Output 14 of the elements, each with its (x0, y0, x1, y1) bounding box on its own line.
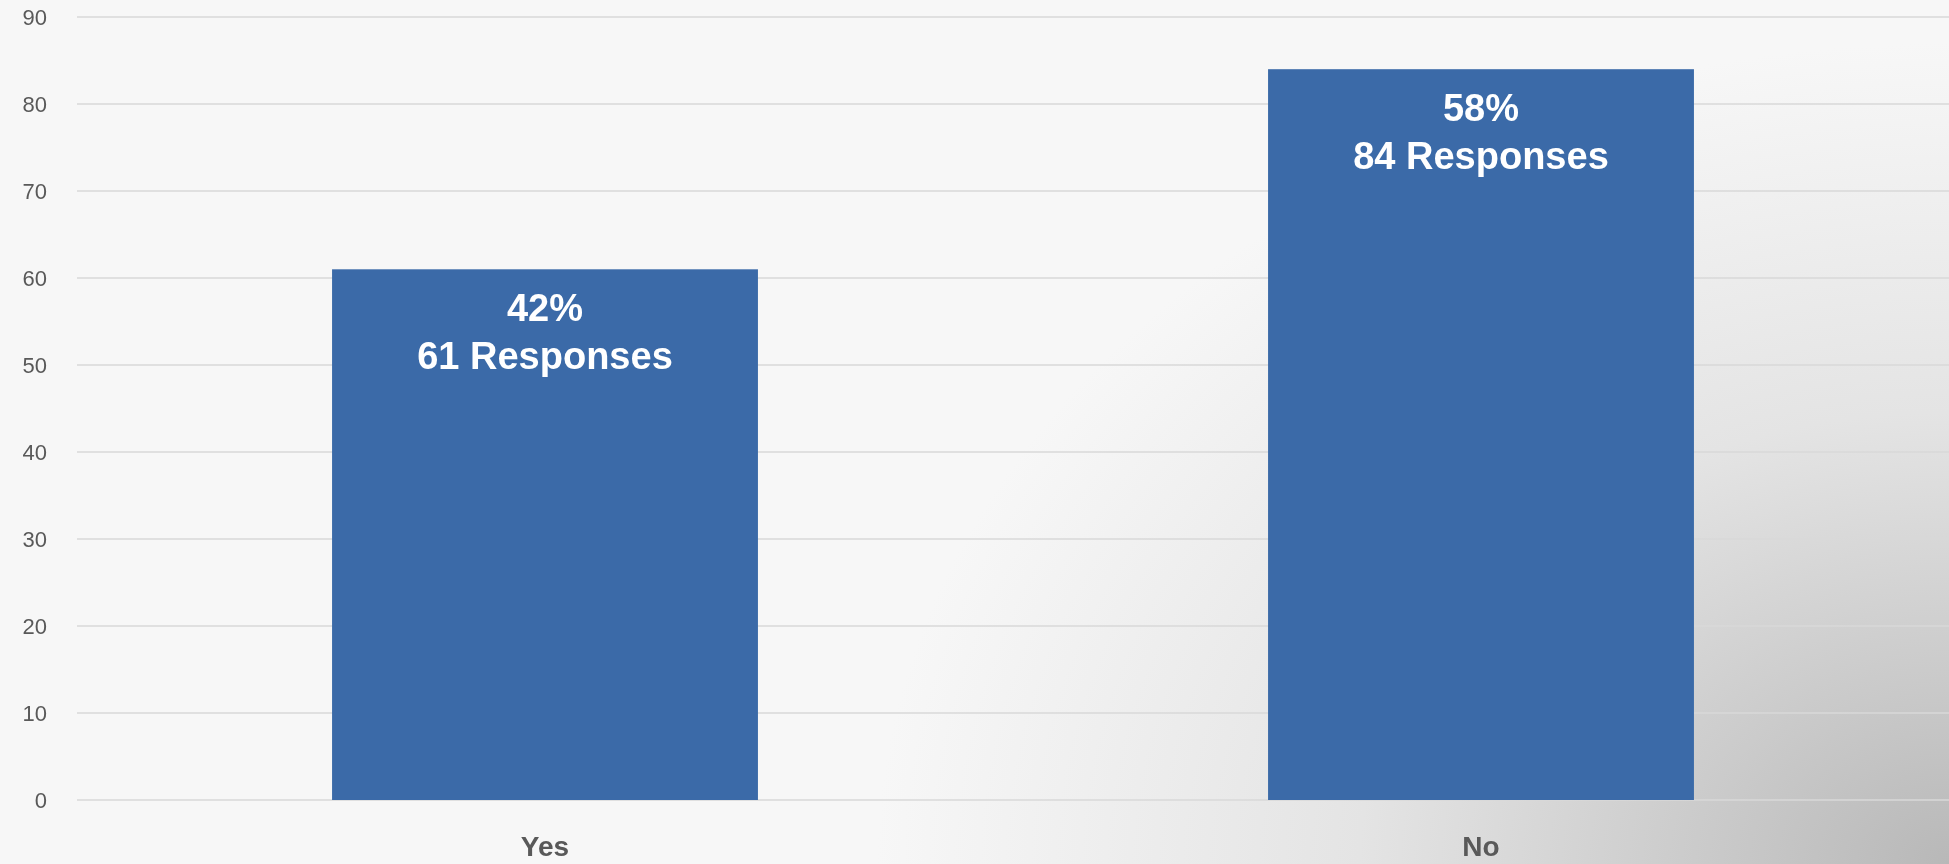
x-tick-label: Yes (520, 831, 570, 862)
y-tick-label: 40 (22, 439, 47, 465)
data-label: 58% 84 Responses (1353, 87, 1609, 178)
y-tick-label: 50 (22, 352, 47, 378)
y-tick-label: 80 (22, 91, 47, 117)
y-tick-label: 70 (22, 178, 47, 204)
x-tick-label: No (1462, 831, 1500, 862)
y-tick-label: 0 (34, 787, 47, 813)
y-tick-label: 10 (22, 700, 47, 726)
y-tick-label: 90 (22, 4, 47, 30)
data-label: 42% 61 Responses (417, 287, 673, 378)
y-tick-label: 30 (22, 526, 47, 552)
y-tick-label: 60 (22, 265, 47, 291)
y-tick-label: 20 (22, 613, 47, 639)
